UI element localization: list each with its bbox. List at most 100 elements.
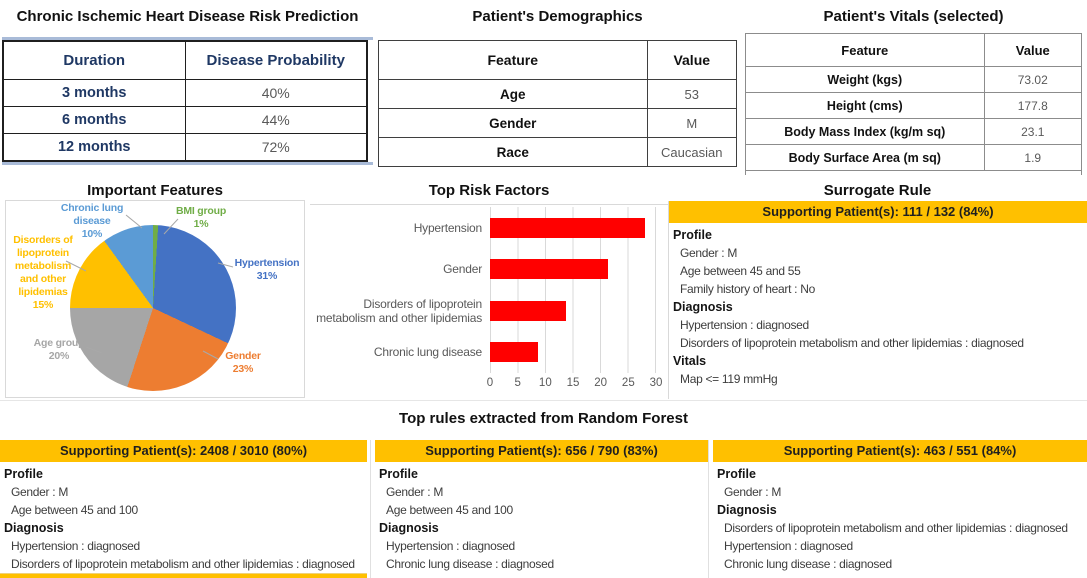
rule-section-title: Diagnosis <box>4 521 64 535</box>
duration-12-months: 12 months <box>2 133 186 162</box>
bar-track <box>490 217 656 238</box>
rule-body: Profile Gender : M Age between 45 and 55 Fa… <box>669 223 1087 388</box>
table-row: Race Caucasian <box>378 137 737 167</box>
vitals-table: Feature Value Weight (kgs) 73.02 Height … <box>745 33 1083 171</box>
table-row: Body Surface Area (m sq) 1.9 <box>745 144 1083 171</box>
vitals-table-clipped-row <box>745 171 1082 175</box>
demographics-title: Patient's Demographics <box>472 8 643 25</box>
pie-chart: BMI group 1% Hypertension 31% Gender 23% Age g… <box>5 200 305 398</box>
forest-rules-columns: Supporting Patient(s): 2408 / 3010 (80%)… <box>0 440 1087 578</box>
summary-row: Chronic Ischemic Heart Disease Risk Pred… <box>0 0 1087 178</box>
pie-slice-label: Hypertension <box>234 257 300 269</box>
demographics-table: Feature Value Age 53 Gender M Race Cauca… <box>378 40 737 167</box>
rule-condition: Disorders of lipoprotein metabolism and … <box>724 521 1068 535</box>
forest-rule-column-1: Supporting Patient(s): 2408 / 3010 (80%)… <box>0 440 370 578</box>
rule-condition: Hypertension : diagnosed <box>11 539 140 553</box>
probability-12-months: 72% <box>184 133 368 162</box>
probability-3-months: 40% <box>184 79 368 107</box>
bar-row: Chronic lung disease <box>310 332 668 374</box>
age-value: 53 <box>646 79 737 109</box>
bar-row: Hypertension <box>310 207 668 249</box>
rule-condition: Gender : M <box>11 485 69 499</box>
pie-slice-percent: 31% <box>256 270 278 282</box>
table-row: Body Mass Index (kg/m sq) 23.1 <box>745 118 1083 145</box>
pie-label-bmi: BMI group 1% <box>173 205 229 231</box>
table-header-row: Feature Value <box>378 40 737 80</box>
rule-condition: Hypertension : diagnosed <box>386 539 515 553</box>
forest-rule-column-2: Supporting Patient(s): 656 / 790 (83%) Pr… <box>370 440 708 578</box>
rule-condition: Disorders of lipoprotein metabolism and … <box>680 336 1024 350</box>
race-value: Caucasian <box>646 137 737 167</box>
pie-slice-label: Gender <box>225 350 261 362</box>
rule-body: Profile Gender : M Age between 45 and 100 D… <box>371 462 708 573</box>
bsa-label: Body Surface Area (m sq) <box>745 144 985 171</box>
pie-label-gender: Gender 23% <box>218 350 268 376</box>
table-header-row: Feature Value <box>745 33 1083 67</box>
pie-plot <box>70 225 236 391</box>
table-row: 3 months 40% <box>2 79 368 107</box>
bar-category-label: Gender <box>443 262 482 277</box>
value-header: Value <box>983 33 1083 67</box>
pie-slice-percent: 1% <box>193 218 209 230</box>
rule-condition: Gender : M <box>724 485 782 499</box>
pie-slice-percent: 20% <box>48 350 70 362</box>
rule-condition: Family history of heart : No <box>680 282 815 296</box>
bar-track <box>490 342 656 363</box>
top-risk-factors-panel: Top Risk Factors Hypertension Gender Disor… <box>310 178 668 400</box>
disease-probability-header: Disease Probability <box>184 40 368 80</box>
pie-label-age: Age group 20% <box>31 337 87 363</box>
charts-row: Important Features BMI group 1% Hypertensi… <box>0 178 1087 401</box>
pie-chart-title: Important Features <box>87 182 223 199</box>
feature-header: Feature <box>378 40 648 80</box>
supporting-patients-banner: Supporting Patient(s): 111 / 132 (84%) <box>669 201 1087 223</box>
bar <box>490 300 566 321</box>
pie-slice-label: Age group <box>33 337 85 349</box>
rule-section-title: Vitals <box>673 354 707 368</box>
table-row: 6 months 44% <box>2 106 368 134</box>
forest-rule-column-3: Supporting Patient(s): 463 / 551 (84%) Pr… <box>708 440 1087 578</box>
pie-slice-label: Chronic lung disease <box>60 202 124 227</box>
rule-section-title: Profile <box>673 228 712 242</box>
bar-chart-title: Top Risk Factors <box>428 182 550 199</box>
rule-condition: Hypertension : diagnosed <box>724 539 853 553</box>
risk-table-frame: Duration Disease Probability 3 months 40… <box>2 37 373 165</box>
duration-3-months: 3 months <box>2 79 186 107</box>
pie-slice-percent: 23% <box>232 363 254 375</box>
duration-header: Duration <box>2 40 186 80</box>
risk-prediction-title: Chronic Ischemic Heart Disease Risk Pred… <box>16 8 359 25</box>
bsa-value: 1.9 <box>983 144 1083 171</box>
table-header-row: Duration Disease Probability <box>2 40 368 80</box>
race-label: Race <box>378 137 648 167</box>
supporting-patients-banner: Supporting Patient(s): 463 / 551 (84%) <box>713 440 1087 462</box>
pie-slice-label: Disorders of lipoprotein metabolism and … <box>13 234 73 298</box>
supporting-patients-banner: Supporting Patient(s): 656 / 790 (83%) <box>375 440 708 462</box>
forest-rules-title: Top rules extracted from Random Forest <box>399 410 688 427</box>
age-label: Age <box>378 79 648 109</box>
bar-row: Disorders of lipoprotein metabolism and … <box>310 290 668 332</box>
axis-tick-label: 25 <box>621 377 635 389</box>
duration-6-months: 6 months <box>2 106 186 134</box>
table-row: Gender M <box>378 108 737 138</box>
weight-value: 73.02 <box>983 66 1083 93</box>
surrogate-rule: Supporting Patient(s): 111 / 132 (84%) Pr… <box>668 201 1087 399</box>
rule-body: Profile Gender : M Age between 45 and 100 D… <box>0 462 370 573</box>
vitals-title: Patient's Vitals (selected) <box>823 8 1004 25</box>
axis-tick-label: 20 <box>594 377 608 389</box>
rule-condition: Age between 45 and 100 <box>386 503 513 517</box>
rule-section-title: Profile <box>4 467 43 481</box>
value-header: Value <box>646 40 737 80</box>
vitals-panel: Patient's Vitals (selected) Feature Valu… <box>740 0 1087 178</box>
rule-condition: Map <= 119 mmHg <box>680 372 778 386</box>
rule-section-title: Diagnosis <box>673 300 733 314</box>
bar-x-axis: 0 5 10 15 20 25 30 <box>486 377 663 391</box>
pie-label-hyp: Hypertension 31% <box>229 257 305 283</box>
rule-section-title: Profile <box>379 467 418 481</box>
surrogate-rule-panel: Surrogate Rule Supporting Patient(s): 11… <box>668 178 1087 400</box>
axis-tick-label: 0 <box>486 377 494 389</box>
rule-condition: Chronic lung disease : diagnosed <box>386 557 554 571</box>
table-row: Weight (kgs) 73.02 <box>745 66 1083 93</box>
rule-condition: Age between 45 and 55 <box>680 264 801 278</box>
risk-prediction-table: Duration Disease Probability 3 months 40… <box>2 40 368 162</box>
weight-label: Weight (kgs) <box>745 66 985 93</box>
rule-condition: Hypertension : diagnosed <box>680 318 809 332</box>
